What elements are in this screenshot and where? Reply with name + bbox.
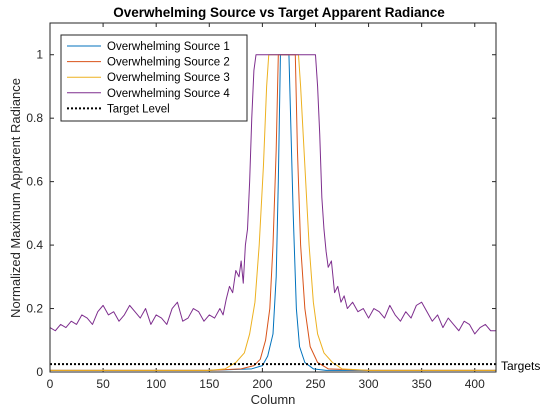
axes-box: [49, 22, 497, 373]
targets-annotation: Targets: [501, 359, 540, 373]
legend-entry: Overwhelming Source 3: [107, 72, 230, 84]
x-tick-label: 50: [96, 377, 110, 391]
x-tick-label: 400: [465, 377, 485, 391]
y-tick-label: 1: [36, 48, 43, 62]
y-tick-label: 0.6: [26, 175, 43, 189]
x-tick-label: 150: [199, 377, 219, 391]
x-tick-label: 350: [412, 377, 432, 391]
axis-ticks: 0 50 100 150 200 250 300 350 400 0 0.2 0.4 0.6 0.8 1: [26, 23, 496, 391]
series-group: [49, 54, 496, 371]
y-axis-label: Normalized Maximum Apparent Radiance: [8, 78, 23, 318]
y-tick-label: 0.2: [26, 302, 43, 316]
x-axis-label: Column: [251, 392, 296, 407]
y-tick-label: 0: [36, 365, 43, 379]
x-tick-label: 200: [252, 377, 272, 391]
x-tick-label: 300: [359, 377, 379, 391]
y-tick-label: 0.8: [26, 111, 43, 125]
legend-entry: Overwhelming Source 4: [107, 88, 230, 100]
legend-entry: Overwhelming Source 2: [107, 57, 230, 69]
legend-box: [60, 34, 248, 122]
legend-entry: Target Level: [107, 103, 170, 115]
legend: Overwhelming Source 1 Overwhelming Source…: [60, 34, 248, 122]
series-line-4: [49, 54, 496, 335]
x-tick-label: 100: [146, 377, 166, 391]
x-tick-label: 250: [305, 377, 325, 391]
x-tick-label: 0: [47, 377, 54, 391]
y-tick-label: 0.4: [26, 238, 43, 252]
chart-title: Overwhelming Source vs Target Apparent R…: [113, 5, 445, 20]
legend-entry: Overwhelming Source 1: [107, 41, 230, 53]
